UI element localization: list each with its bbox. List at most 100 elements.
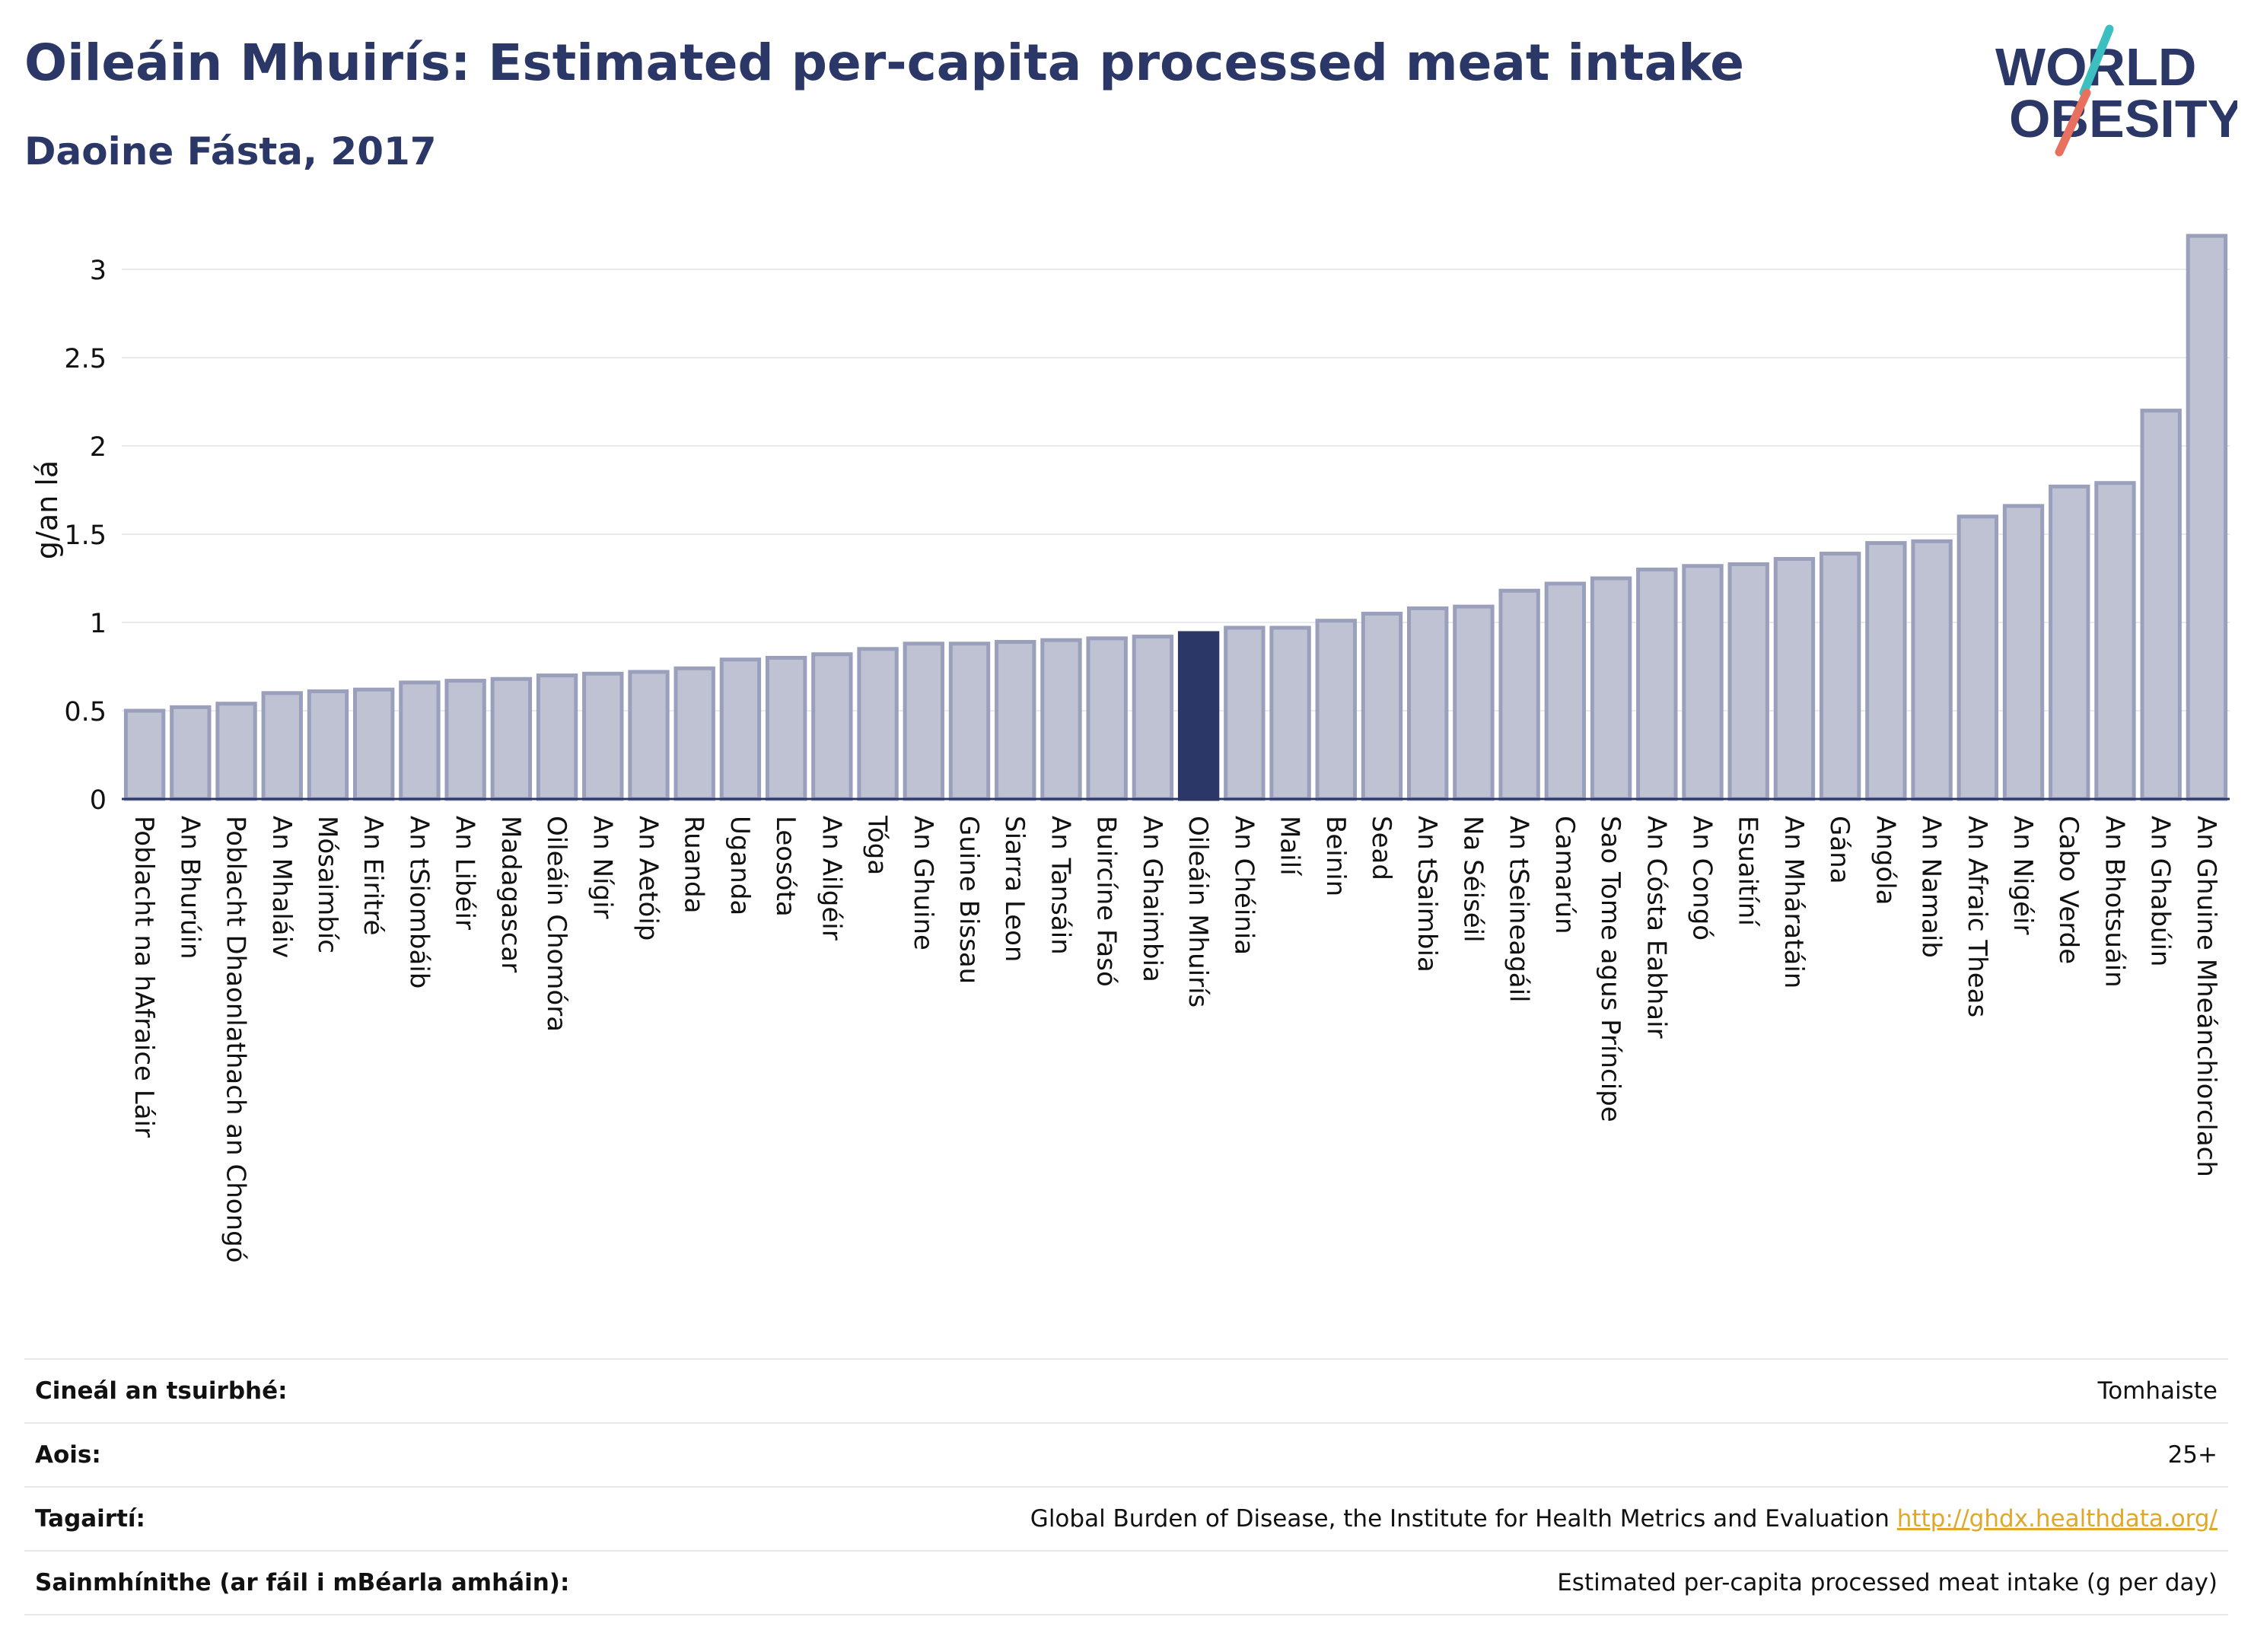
x-tick-label: An Libéir [450, 816, 480, 930]
x-tick-label: Mósaimbíc [312, 816, 342, 953]
bar [903, 641, 944, 801]
x-tick-label: Uganda [724, 816, 755, 915]
meta-value: Global Burden of Disease, the Institute … [718, 1486, 2228, 1551]
bar [857, 647, 899, 801]
bar [1773, 556, 1816, 801]
bar [1544, 581, 1587, 801]
x-tick-label: An tSiombáib [403, 816, 434, 988]
bar [1407, 606, 1449, 801]
x-tick-label: An Ghaimbia [1137, 816, 1167, 982]
bar [261, 691, 303, 801]
meta-value: 25+ [718, 1422, 2228, 1487]
bar [1269, 625, 1311, 801]
x-tick-label: Beinin [1320, 816, 1351, 896]
x-tick-label: Sead [1366, 816, 1396, 880]
bar-chart: 0 0.5 1 1.5 2 2.5 3 Poblacht na hAfraice Láir A… [30, 234, 2230, 1263]
bar [1086, 636, 1128, 801]
x-tick-label: An Ghuine [908, 816, 938, 950]
meta-key: Cineál an tsuirbhé: [24, 1358, 719, 1423]
bar [1865, 541, 1907, 801]
bar [1590, 576, 1632, 801]
bar [1132, 635, 1174, 801]
x-tick-label: An Aetóip [633, 816, 664, 941]
x-tick-label: Ruanda [679, 816, 709, 913]
y-tick-labels: 0 0.5 1 1.5 2 2.5 3 [64, 256, 107, 816]
x-tick-label: An Nígir [587, 816, 617, 919]
y-tick-label: 3 [90, 256, 107, 286]
x-tick-label: An Ghabúin [2145, 816, 2176, 966]
x-tick-label: An Tansáin [1045, 816, 1075, 955]
x-tick-label: Buircíne Fasó [1091, 816, 1122, 987]
world-obesity-logo: WORLD OBESITY [1995, 24, 2237, 157]
x-tick-label: Guine Bissau [954, 816, 984, 984]
bar [1453, 604, 1495, 801]
x-tick-label: An Ailgéir [816, 816, 846, 941]
bar [811, 652, 853, 801]
x-tick-label: Cabo Verde [2053, 816, 2084, 964]
bar [1911, 539, 1953, 801]
bar [582, 671, 624, 801]
x-tick-label: Camarún [1549, 816, 1580, 934]
bar [1361, 611, 1403, 801]
x-tick-label: Poblacht Dhaonlathach an Chongó [221, 816, 251, 1263]
y-tick-label: 2.5 [64, 344, 107, 374]
bar [444, 679, 486, 801]
bar [765, 655, 807, 801]
meta-row-references: Tagairtí: Global Burden of Disease, the … [24, 1486, 2228, 1551]
logo-slash-teal [2079, 24, 2114, 97]
reference-text: Global Burden of Disease, the Institute … [1030, 1505, 1890, 1533]
bar [2049, 484, 2090, 801]
bar [2002, 504, 2045, 801]
bar [1224, 625, 1266, 801]
x-tick-label: Angóla [1870, 816, 1900, 905]
meta-row-definitions: Sainmhínithe (ar fáil i mBéarla amháin):… [24, 1550, 2228, 1615]
bar [490, 676, 533, 801]
bar [536, 673, 578, 801]
x-tick-label: Poblacht na hAfraice Láir [129, 816, 159, 1138]
bar [719, 657, 762, 801]
x-tick-label: Madagascar [495, 816, 526, 972]
reference-link[interactable]: http://ghdx.healthdata.org/ [1896, 1505, 2218, 1533]
page-subtitle: Daoine Fásta, 2017 [24, 129, 437, 173]
y-tick-label: 0 [90, 785, 107, 816]
x-tick-label: An tSaimbia [1412, 816, 1442, 972]
x-tick-label: An Bhotsuáin [2099, 816, 2129, 988]
x-tick-label: An Bhurúin [174, 816, 205, 960]
y-tick-label: 1 [90, 609, 107, 639]
y-axis-label: g/an lá [30, 460, 64, 559]
x-tick-label: An Ghuine Mheánchiorclach [2191, 816, 2221, 1177]
bar [399, 680, 441, 801]
x-tick-label: An Afraic Theas [1962, 816, 1992, 1017]
bar [1040, 638, 1082, 801]
page-title: Oileáin Mhuirís: Estimated per-capita pr… [24, 33, 1745, 92]
meta-key: Sainmhínithe (ar fáil i mBéarla amháin): [24, 1550, 719, 1615]
x-tick-labels: Poblacht na hAfraice Láir An Bhurúin Pobla… [129, 815, 2221, 1263]
logo-slash-coral [2055, 88, 2091, 157]
meta-value: Estimated per-capita processed meat inta… [718, 1550, 2228, 1615]
x-tick-label: Esuaitíní [1733, 816, 1763, 927]
bar [1727, 562, 1769, 801]
bar [628, 670, 670, 801]
bar [1956, 514, 1998, 801]
bar [307, 689, 349, 801]
x-tick-label: An Congó [1687, 816, 1718, 941]
bars [123, 234, 2228, 801]
x-tick-label: Tóga [862, 815, 893, 875]
bar [2186, 234, 2228, 801]
x-tick-label: An Cósta Eabhair [1641, 816, 1671, 1039]
meta-row-age: Aois: 25+ [24, 1422, 2228, 1487]
y-tick-label: 1.5 [64, 520, 107, 551]
bar [170, 705, 212, 801]
x-tick-label: Na Séiséil [1457, 816, 1488, 943]
x-tick-label: An tSeineagáil [1504, 816, 1534, 1003]
bar [1315, 619, 1357, 801]
bar [1682, 564, 1724, 801]
x-tick-label: Siarra Leon [999, 816, 1030, 962]
meta-row-survey-type: Cineál an tsuirbhé: Tomhaiste [24, 1358, 2228, 1423]
bar-highlight [1177, 631, 1220, 801]
metadata-table: Cineál an tsuirbhé: Tomhaiste Aois: 25+ … [24, 1358, 2228, 1615]
meta-value: Tomhaiste [718, 1358, 2228, 1423]
x-tick-label: Mailí [1275, 816, 1305, 877]
bar [673, 666, 715, 801]
meta-key: Tagairtí: [24, 1486, 719, 1551]
